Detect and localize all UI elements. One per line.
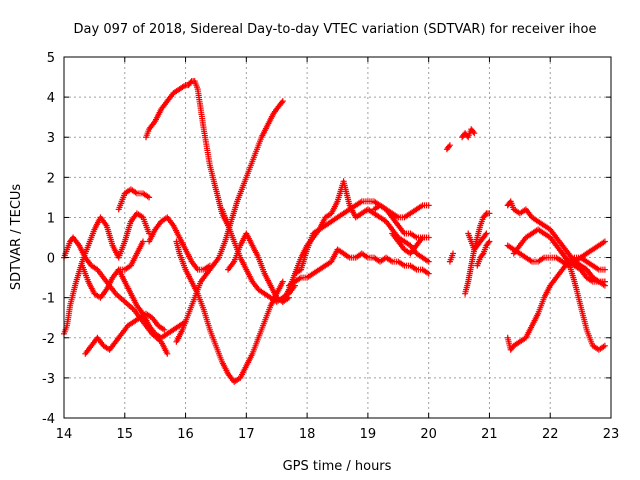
data-point-markers — [465, 230, 490, 253]
data-point-markers — [173, 238, 286, 385]
data-point-markers — [143, 78, 232, 229]
y-tick-label: 3 — [47, 131, 55, 146]
y-tick-label: -3 — [42, 372, 55, 387]
data-series — [292, 178, 432, 277]
y-tick-label: 5 — [47, 51, 55, 66]
data-series — [565, 254, 608, 273]
data-point-markers — [462, 210, 493, 297]
data-series — [446, 250, 456, 265]
data-point-markers — [173, 98, 286, 345]
data-series — [173, 238, 286, 385]
data-point-markers — [225, 230, 292, 305]
data-point-markers — [292, 178, 432, 277]
chart-title: Day 097 of 2018, Sidereal Day-to-day VTE… — [74, 22, 597, 37]
data-markers — [61, 78, 608, 385]
y-tick-label: -2 — [42, 332, 55, 347]
x-tick-label: 18 — [299, 427, 316, 442]
x-tick-label: 17 — [238, 427, 255, 442]
y-tick-label: 0 — [47, 252, 55, 267]
data-point-markers — [459, 126, 478, 141]
data-series — [504, 198, 608, 285]
y-axis-ticks: -4 -3 -2 -1 0 1 2 3 4 5 — [42, 51, 611, 427]
x-tick-label: 14 — [56, 427, 73, 442]
data-point-markers — [146, 214, 213, 273]
x-axis-label: GPS time / hours — [283, 459, 392, 474]
x-tick-label: 23 — [603, 427, 620, 442]
x-tick-label: 15 — [117, 427, 134, 442]
y-axis-label: SDTVAR / TECUs — [9, 184, 24, 291]
data-series — [225, 230, 292, 305]
y-tick-label: 1 — [47, 211, 55, 226]
data-series — [371, 202, 432, 221]
data-series — [462, 210, 493, 297]
data-series — [115, 186, 153, 213]
data-series — [115, 266, 189, 341]
data-point-markers — [443, 142, 453, 153]
data-point-markers — [565, 254, 608, 273]
data-series — [474, 238, 493, 269]
x-tick-label: 22 — [542, 427, 559, 442]
y-tick-label: 4 — [47, 91, 55, 106]
data-series — [146, 214, 213, 273]
x-tick-label: 21 — [481, 427, 498, 442]
plot-frame — [63, 56, 612, 419]
data-point-markers — [504, 258, 572, 353]
data-point-markers — [474, 238, 493, 269]
y-tick-label: -4 — [42, 412, 55, 427]
data-point-markers — [446, 250, 456, 265]
data-point-markers — [504, 198, 608, 285]
data-series — [465, 230, 490, 253]
data-series — [143, 78, 232, 229]
x-tick-label: 16 — [177, 427, 194, 442]
x-tick-label: 19 — [360, 427, 377, 442]
data-series — [504, 258, 572, 353]
x-axis-ticks: 14 15 16 17 18 19 20 21 22 23 — [56, 57, 620, 442]
y-tick-label: 2 — [47, 171, 55, 186]
data-series — [443, 142, 453, 153]
data-series — [459, 126, 478, 141]
data-point-markers — [115, 266, 189, 341]
data-series — [173, 98, 286, 345]
data-point-markers — [285, 246, 432, 289]
data-point-markers — [389, 230, 426, 257]
data-point-markers — [79, 238, 146, 301]
y-tick-label: -1 — [42, 292, 55, 307]
data-series — [285, 246, 432, 289]
data-point-markers — [371, 202, 432, 221]
x-tick-label: 20 — [420, 427, 437, 442]
data-series — [79, 238, 146, 301]
data-point-markers — [115, 186, 153, 213]
data-series — [389, 230, 426, 257]
